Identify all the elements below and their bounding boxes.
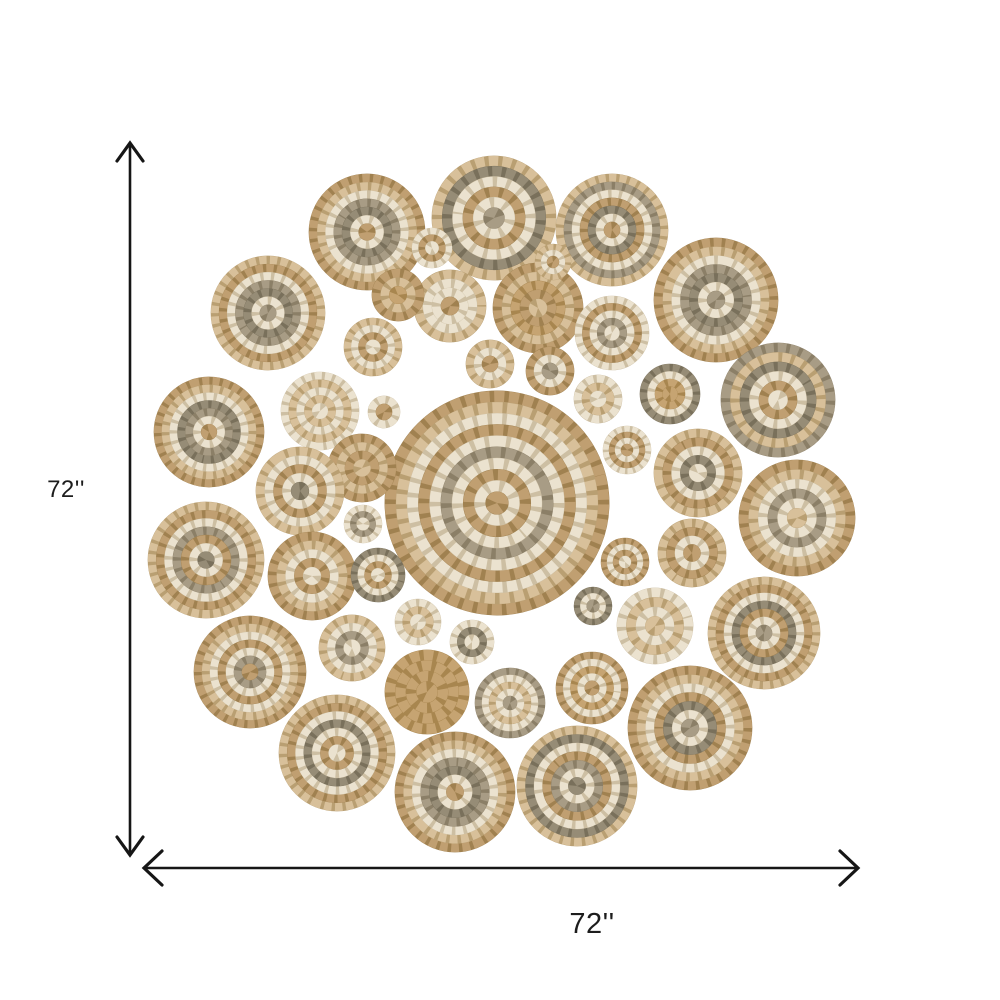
rug-coil bbox=[574, 295, 650, 371]
rug-coil bbox=[449, 619, 495, 665]
rug-coil bbox=[639, 363, 701, 425]
rug-coil bbox=[318, 614, 386, 682]
rug-coil bbox=[516, 725, 638, 847]
rug-coil bbox=[411, 227, 453, 269]
rug-coil bbox=[600, 537, 650, 587]
rug-coil bbox=[343, 504, 383, 544]
rug-coil bbox=[280, 371, 360, 451]
rug-coil bbox=[653, 428, 743, 518]
rug-coil bbox=[616, 587, 694, 665]
rug-coil bbox=[308, 173, 426, 291]
rug-coil bbox=[193, 615, 307, 729]
rug-coil bbox=[210, 255, 326, 371]
rug-coil bbox=[627, 665, 753, 791]
rug-coil bbox=[394, 731, 516, 853]
rug-coil bbox=[384, 649, 470, 735]
rug-coil bbox=[431, 155, 557, 281]
rug-coil bbox=[147, 501, 265, 619]
rug-coil bbox=[653, 237, 779, 363]
rug-coil bbox=[343, 317, 403, 377]
rug-coil bbox=[573, 374, 623, 424]
width-dimension-label: 72'' bbox=[569, 908, 615, 940]
rug-coil bbox=[474, 667, 546, 739]
rug-coil bbox=[492, 262, 584, 354]
rug-coil bbox=[371, 268, 425, 322]
rug-coil bbox=[657, 518, 727, 588]
rug-coil bbox=[707, 576, 821, 690]
rug-coil bbox=[394, 598, 442, 646]
height-dimension-label: 72'' bbox=[47, 476, 85, 503]
rug-coil bbox=[465, 339, 515, 389]
rug-coil bbox=[534, 243, 572, 281]
rug-coil bbox=[738, 459, 856, 577]
rug-coil bbox=[278, 694, 396, 812]
rug-coil bbox=[367, 395, 401, 429]
rug-coil bbox=[555, 173, 669, 287]
rug-coil bbox=[602, 425, 652, 475]
rug-coil bbox=[153, 376, 265, 488]
rug-coil bbox=[267, 531, 357, 621]
rug-coil bbox=[525, 346, 575, 396]
rug-coil bbox=[555, 651, 629, 725]
rug-coil bbox=[720, 342, 836, 458]
rug-coil bbox=[573, 586, 613, 626]
rug-coil bbox=[255, 446, 345, 536]
rug-coil bbox=[413, 269, 487, 343]
rug-coil bbox=[350, 547, 406, 603]
rug-coil bbox=[384, 390, 610, 616]
